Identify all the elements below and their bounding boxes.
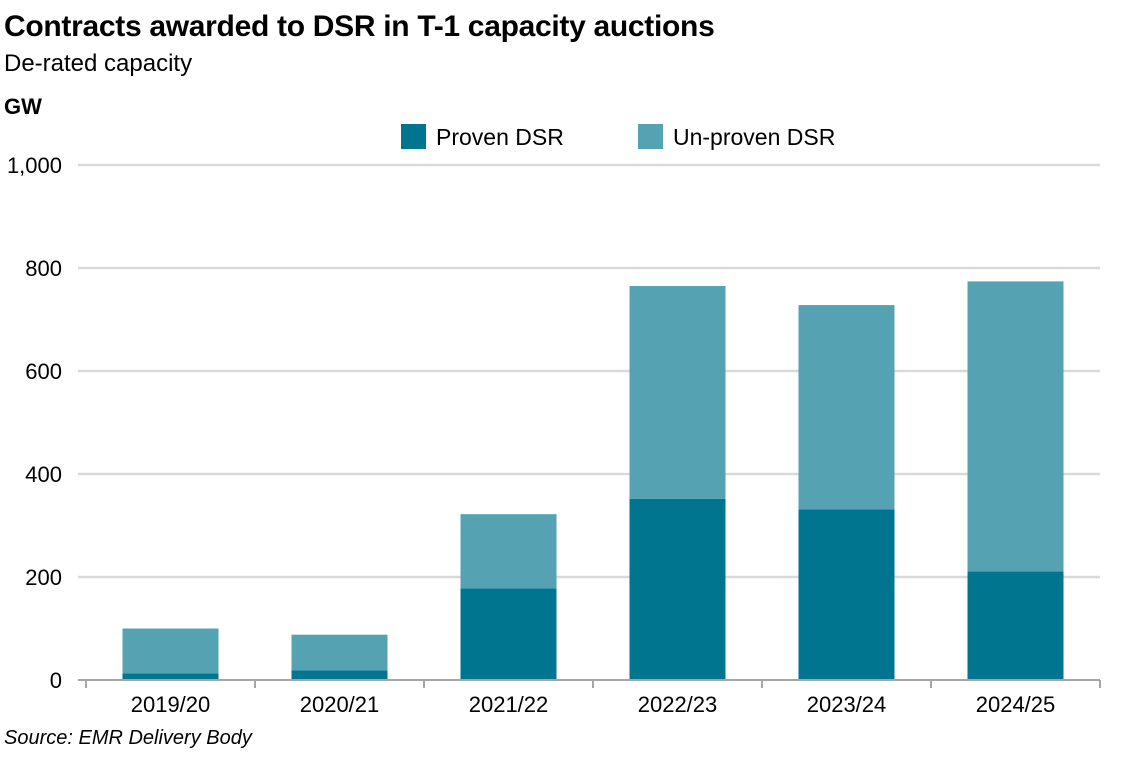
bar-proven-dsr [629, 498, 726, 680]
bar-unproven-dsr [460, 514, 557, 589]
legend-item-unproven-dsr: Un-proven DSR [638, 124, 835, 150]
y-tick-label: 400 [25, 462, 62, 487]
bar-unproven-dsr [291, 634, 388, 671]
x-tick-label: 2020/21 [300, 692, 380, 717]
x-tick-label: 2021/22 [469, 692, 549, 717]
x-tick-label: 2023/24 [807, 692, 887, 717]
x-tick-label: 2022/23 [638, 692, 718, 717]
y-tick-label: 800 [25, 256, 62, 281]
bar-unproven-dsr [798, 305, 895, 510]
bar-proven-dsr [460, 588, 557, 680]
bar-unproven-dsr [629, 286, 726, 499]
bars [78, 281, 1100, 681]
bar-proven-dsr [291, 670, 388, 680]
legend-swatch [638, 124, 663, 149]
legend-label: Un-proven DSR [673, 124, 835, 150]
bar-unproven-dsr [967, 281, 1064, 572]
x-tick-label: 2024/25 [976, 692, 1056, 717]
chart-subtitle: De-rated capacity [4, 50, 193, 77]
source-note: Source: EMR Delivery Body [4, 727, 252, 749]
y-axis-ticks: 0 200 400 600 800 1,000 [7, 153, 62, 693]
x-tick-label: 2019/20 [131, 692, 211, 717]
y-tick-label: 200 [25, 565, 62, 590]
chart-title: Contracts awarded to DSR in T-1 capacity… [4, 10, 715, 43]
gridlines [78, 163, 1100, 579]
legend-label: Proven DSR [436, 124, 564, 150]
y-axis-unit-label: GW [4, 94, 42, 119]
legend-item-proven-dsr: Proven DSR [401, 124, 564, 150]
y-tick-label: 0 [50, 668, 62, 693]
x-axis-ticks: 2019/20 2020/21 2021/22 2022/23 2023/24 2024/… [85, 680, 1101, 717]
bar-proven-dsr [798, 509, 895, 680]
bar-proven-dsr [122, 673, 219, 680]
legend-swatch [401, 124, 426, 149]
bar-proven-dsr [967, 571, 1064, 680]
bar-unproven-dsr [122, 628, 219, 674]
legend: Proven DSR Un-proven DSR [401, 124, 835, 150]
y-tick-label: 1,000 [7, 153, 62, 178]
y-tick-label: 600 [25, 359, 62, 384]
